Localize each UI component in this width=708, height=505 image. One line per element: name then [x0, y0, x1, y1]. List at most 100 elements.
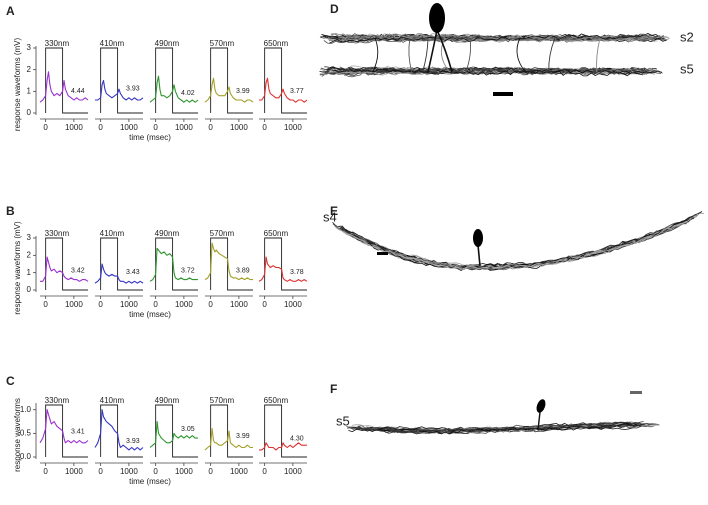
wavelength-label: 570nm: [210, 39, 235, 48]
y-axis-label: response waveforms: [13, 398, 22, 472]
neurite: [353, 217, 695, 269]
neurite: [355, 215, 696, 270]
neurite: [334, 223, 679, 270]
waveform: [149, 75, 199, 103]
stimulus: [45, 237, 88, 291]
neurite: [341, 211, 703, 271]
waveform: [258, 256, 308, 282]
waveform: [39, 71, 89, 103]
stimulus: [45, 47, 88, 114]
x-axis-label: time (msec): [129, 477, 171, 486]
x-tick-label: 0: [98, 300, 103, 309]
stimulus: [210, 404, 253, 458]
stimulus: [264, 404, 307, 458]
neurite: [465, 37, 472, 73]
waveform: [204, 428, 253, 451]
stimulus: [155, 404, 198, 458]
panel-label: E: [330, 204, 338, 218]
neurite: [516, 37, 526, 73]
x-tick-label: 1000: [120, 300, 138, 309]
neurite: [321, 33, 666, 40]
index-label: 3.99: [236, 88, 250, 95]
dendrite: [537, 411, 541, 431]
index-label: 3.93: [126, 438, 140, 445]
index-label: 3.78: [290, 269, 304, 276]
wavelength-label: 650nm: [264, 229, 289, 238]
index-label: 4.30: [290, 435, 304, 442]
wavelength-label: 570nm: [210, 229, 235, 238]
scale-bar: [377, 252, 388, 255]
wavelength-label: 410nm: [100, 229, 125, 238]
y-tick-label: 0: [27, 285, 32, 294]
scale-bar: [493, 92, 513, 96]
neurite: [347, 212, 704, 271]
index-label: 4.02: [181, 90, 195, 97]
wavelength-label: 490nm: [155, 229, 180, 238]
x-tick-label: 1000: [230, 300, 248, 309]
x-tick-label: 1000: [175, 300, 193, 309]
stratum-label: s2: [680, 29, 694, 44]
wavelength-label: 410nm: [100, 39, 125, 48]
wavelength-label: 410nm: [100, 396, 125, 405]
wavelength-label: 650nm: [264, 396, 289, 405]
stimulus: [210, 47, 253, 114]
x-tick-label: 1000: [230, 467, 248, 476]
neurite: [548, 37, 556, 73]
stimulus: [100, 404, 143, 458]
waveform: [149, 420, 198, 448]
neurite: [372, 37, 379, 73]
neurite: [345, 220, 686, 271]
neurite: [440, 37, 451, 73]
waveform: [149, 247, 198, 282]
neurite: [335, 218, 693, 271]
y-tick-label: 1: [27, 268, 32, 277]
wavelength-label: 650nm: [264, 39, 289, 48]
y-tick-label: 0: [27, 108, 32, 117]
stimulus: [155, 47, 198, 114]
x-tick-label: 1000: [284, 300, 302, 309]
stratum-label: s4: [323, 209, 337, 224]
neurite: [408, 37, 413, 73]
panel-label: F: [330, 382, 337, 396]
waveform: [259, 77, 308, 103]
wavelength-label: 570nm: [210, 396, 235, 405]
x-tick-label: 0: [43, 300, 48, 309]
x-tick-label: 0: [43, 467, 48, 476]
y-axis-label: response waveforms (mV): [13, 221, 22, 315]
y-tick-label: 1: [27, 86, 32, 95]
waveform: [204, 242, 253, 281]
wavelength-label: 490nm: [155, 39, 180, 48]
dendrite: [427, 29, 453, 73]
y-tick-label: 0.0: [20, 452, 32, 461]
neurite: [353, 221, 686, 270]
y-axis-label: response waveforms (mV): [13, 37, 22, 131]
wavelength-label: 330nm: [45, 229, 70, 238]
x-axis-label: time (msec): [129, 310, 171, 319]
neurite: [336, 222, 685, 269]
neurite: [422, 37, 429, 73]
y-tick-label: 1.0: [20, 405, 32, 414]
x-tick-label: 0: [98, 467, 103, 476]
neurite: [351, 224, 677, 268]
x-tick-label: 1000: [65, 123, 83, 132]
index-label: 3.05: [181, 426, 195, 433]
x-tick-label: 0: [262, 467, 267, 476]
x-tick-label: 0: [98, 123, 103, 132]
index-label: 4.44: [71, 88, 85, 95]
waveform: [259, 442, 307, 451]
x-tick-label: 1000: [120, 467, 138, 476]
scale-bar: [630, 391, 642, 394]
x-tick-label: 1000: [65, 467, 83, 476]
x-tick-label: 1000: [230, 123, 248, 132]
soma: [473, 229, 483, 247]
neurite: [342, 223, 687, 271]
wavelength-label: 330nm: [45, 396, 70, 405]
y-tick-label: 0.5: [20, 428, 32, 437]
panel-label: A: [6, 4, 15, 18]
index-label: 3.99: [236, 433, 250, 440]
x-tick-label: 0: [262, 123, 267, 132]
waveform: [39, 409, 89, 444]
neurite: [342, 218, 692, 270]
waveform: [94, 409, 144, 451]
